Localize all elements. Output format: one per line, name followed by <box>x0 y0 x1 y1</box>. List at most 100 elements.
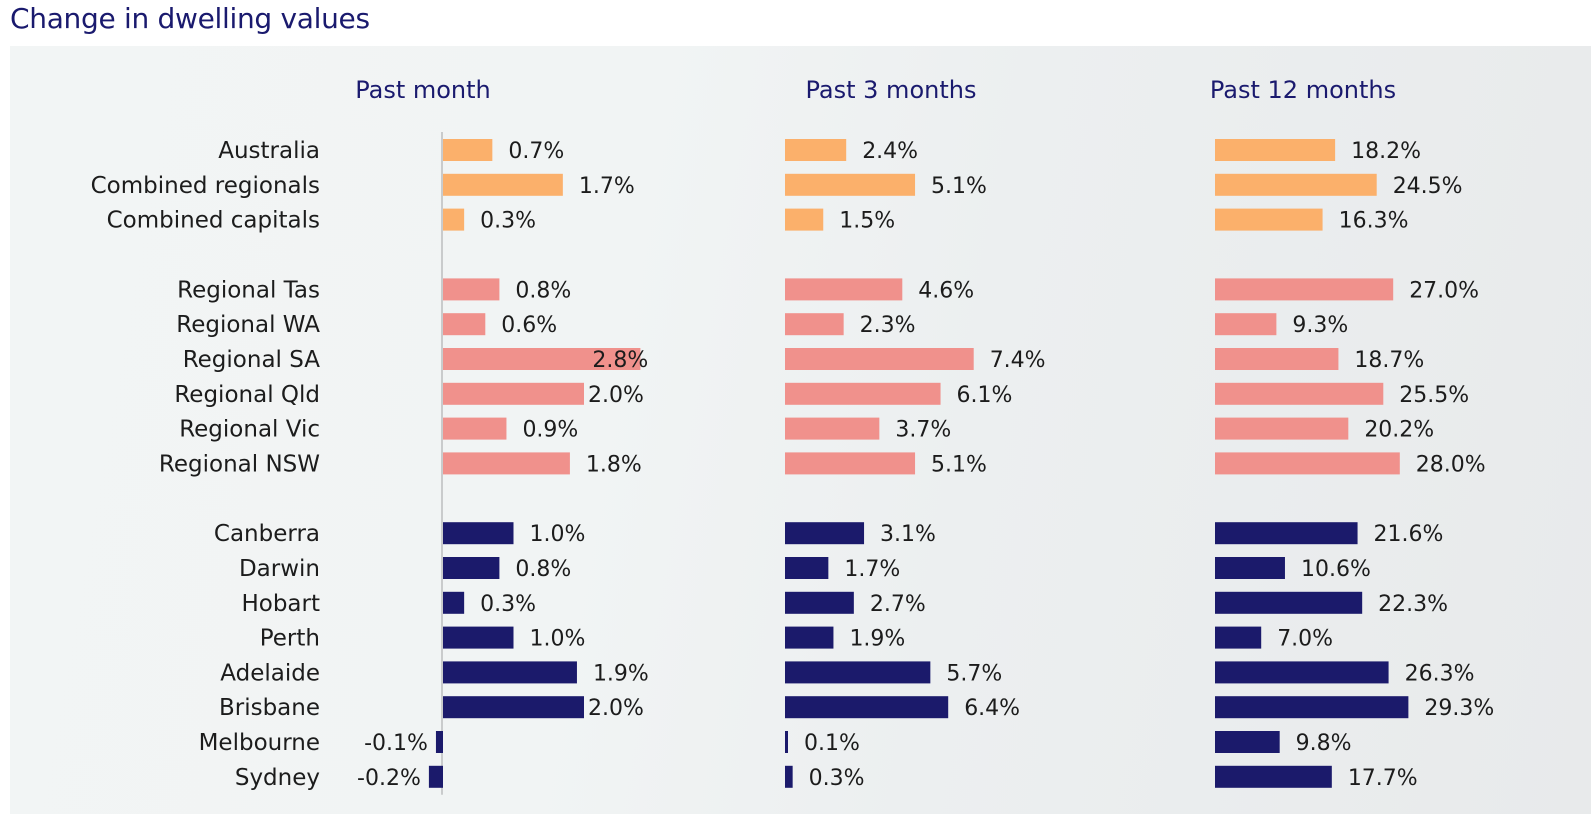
bar-past-month-canberra <box>443 522 514 545</box>
bar-past-month-combined-regionals <box>443 173 563 196</box>
bar-past-month-perth <box>443 626 514 649</box>
data-label-past-12-months-melbourne: 9.8% <box>1296 731 1352 756</box>
category-label-regional-tas: Regional Tas <box>177 277 320 303</box>
data-label-past-month-sydney: -0.2% <box>357 766 421 791</box>
bar-past-3-months-combined-regionals <box>785 173 916 196</box>
data-label-past-3-months-darwin: 1.7% <box>844 557 900 582</box>
bar-past-3-months-australia <box>785 139 847 161</box>
bar-past-month-australia <box>443 139 493 161</box>
bar-past-3-months-sydney <box>785 765 793 788</box>
category-label-regional-nsw: Regional NSW <box>159 451 320 477</box>
data-label-past-3-months-perth: 1.9% <box>849 627 905 652</box>
data-label-past-3-months-brisbane: 6.4% <box>964 696 1020 721</box>
data-label-past-3-months-adelaide: 5.7% <box>946 661 1002 686</box>
data-label-past-month-combined-capitals: 0.3% <box>480 209 536 234</box>
panel-header-past-month: Past month <box>355 76 491 104</box>
bar-past-12-months-hobart <box>1215 591 1363 614</box>
data-label-past-12-months-regional-tas: 27.0% <box>1409 278 1479 303</box>
bar-past-12-months-regional-qld <box>1215 382 1384 405</box>
bar-past-3-months-brisbane <box>785 696 949 719</box>
bar-past-3-months-perth <box>785 626 834 649</box>
bar-past-12-months-adelaide <box>1215 661 1389 684</box>
data-label-past-3-months-regional-sa: 7.4% <box>990 348 1046 373</box>
data-label-past-3-months-hobart: 2.7% <box>870 592 926 617</box>
category-label-brisbane: Brisbane <box>219 695 320 721</box>
bar-past-month-regional-sa <box>443 348 641 370</box>
data-label-past-12-months-brisbane: 29.3% <box>1424 696 1494 721</box>
category-label-regional-qld: Regional Qld <box>174 382 320 408</box>
data-label-past-3-months-australia: 2.4% <box>862 139 918 164</box>
bar-past-3-months-regional-qld <box>785 382 941 405</box>
data-label-past-12-months-regional-wa: 9.3% <box>1292 313 1348 338</box>
category-label-perth: Perth <box>260 626 320 652</box>
bar-past-12-months-sydney <box>1215 765 1332 788</box>
data-label-past-month-regional-vic: 0.9% <box>522 418 578 443</box>
data-label-past-12-months-darwin: 10.6% <box>1301 557 1371 582</box>
data-label-past-3-months-regional-vic: 3.7% <box>895 418 951 443</box>
data-label-past-month-regional-tas: 0.8% <box>515 278 571 303</box>
data-label-past-12-months-regional-qld: 25.5% <box>1399 383 1469 408</box>
bar-past-3-months-combined-capitals <box>785 208 824 231</box>
data-label-past-12-months-canberra: 21.6% <box>1374 522 1444 547</box>
bar-past-12-months-regional-tas <box>1215 278 1394 301</box>
category-label-canberra: Canberra <box>214 521 320 547</box>
bar-past-month-regional-tas <box>443 278 500 301</box>
bar-past-12-months-regional-wa <box>1215 313 1277 336</box>
data-label-past-month-australia: 0.7% <box>508 139 564 164</box>
bar-past-month-regional-nsw <box>443 452 570 475</box>
data-label-past-month-adelaide: 1.9% <box>593 661 649 686</box>
data-label-past-month-regional-nsw: 1.8% <box>586 452 642 477</box>
data-label-past-12-months-australia: 18.2% <box>1351 139 1421 164</box>
data-label-past-3-months-regional-wa: 2.3% <box>860 313 916 338</box>
bar-past-3-months-adelaide <box>785 661 931 684</box>
category-label-sydney: Sydney <box>235 765 320 791</box>
bar-past-month-brisbane <box>443 696 584 719</box>
data-label-past-3-months-sydney: 0.3% <box>809 766 865 791</box>
data-label-past-12-months-sydney: 17.7% <box>1348 766 1418 791</box>
data-label-past-month-hobart: 0.3% <box>480 592 536 617</box>
data-label-past-12-months-regional-vic: 20.2% <box>1364 418 1434 443</box>
data-label-past-3-months-combined-regionals: 5.1% <box>931 174 987 199</box>
bar-past-12-months-canberra <box>1215 522 1358 545</box>
bar-past-month-regional-vic <box>443 417 507 440</box>
data-label-past-3-months-combined-capitals: 1.5% <box>839 209 895 234</box>
panel-header-past-3-months: Past 3 months <box>806 76 977 104</box>
data-label-past-3-months-regional-tas: 4.6% <box>918 278 974 303</box>
bar-past-3-months-regional-sa <box>785 348 974 370</box>
bar-past-3-months-darwin <box>785 557 829 579</box>
bar-past-12-months-regional-nsw <box>1215 452 1400 475</box>
data-label-past-month-canberra: 1.0% <box>530 522 586 547</box>
bar-past-month-sydney <box>428 765 443 788</box>
category-label-hobart: Hobart <box>241 591 320 617</box>
data-label-past-month-regional-qld: 2.0% <box>588 383 644 408</box>
bar-past-month-adelaide <box>443 661 577 684</box>
data-label-past-12-months-regional-sa: 18.7% <box>1354 348 1424 373</box>
bar-past-12-months-brisbane <box>1215 696 1409 719</box>
bar-past-3-months-regional-wa <box>785 313 844 336</box>
category-label-regional-wa: Regional WA <box>176 312 320 338</box>
category-label-australia: Australia <box>218 138 320 164</box>
bar-past-3-months-regional-nsw <box>785 452 916 475</box>
bar-past-month-regional-qld <box>443 382 584 405</box>
category-label-combined-capitals: Combined capitals <box>107 208 320 234</box>
panel-header-past-12-months: Past 12 months <box>1210 76 1396 104</box>
category-label-regional-vic: Regional Vic <box>179 417 320 443</box>
bar-past-12-months-combined-regionals <box>1215 173 1377 196</box>
category-label-combined-regionals: Combined regionals <box>91 173 320 199</box>
data-label-past-12-months-hobart: 22.3% <box>1378 592 1448 617</box>
category-label-melbourne: Melbourne <box>199 730 320 756</box>
bar-past-12-months-regional-vic <box>1215 417 1349 440</box>
data-label-past-12-months-combined-regionals: 24.5% <box>1393 174 1463 199</box>
bar-past-month-darwin <box>443 557 500 579</box>
data-label-past-3-months-melbourne: 0.1% <box>804 731 860 756</box>
data-label-past-month-regional-sa: 2.8% <box>592 348 648 373</box>
bar-past-12-months-regional-sa <box>1215 348 1339 370</box>
bar-past-3-months-canberra <box>785 522 865 545</box>
data-label-past-3-months-regional-nsw: 5.1% <box>931 452 987 477</box>
data-label-past-12-months-combined-capitals: 16.3% <box>1339 209 1409 234</box>
data-label-past-month-perth: 1.0% <box>530 627 586 652</box>
bar-past-12-months-perth <box>1215 626 1262 649</box>
data-label-past-12-months-perth: 7.0% <box>1277 627 1333 652</box>
data-label-past-month-brisbane: 2.0% <box>588 696 644 721</box>
